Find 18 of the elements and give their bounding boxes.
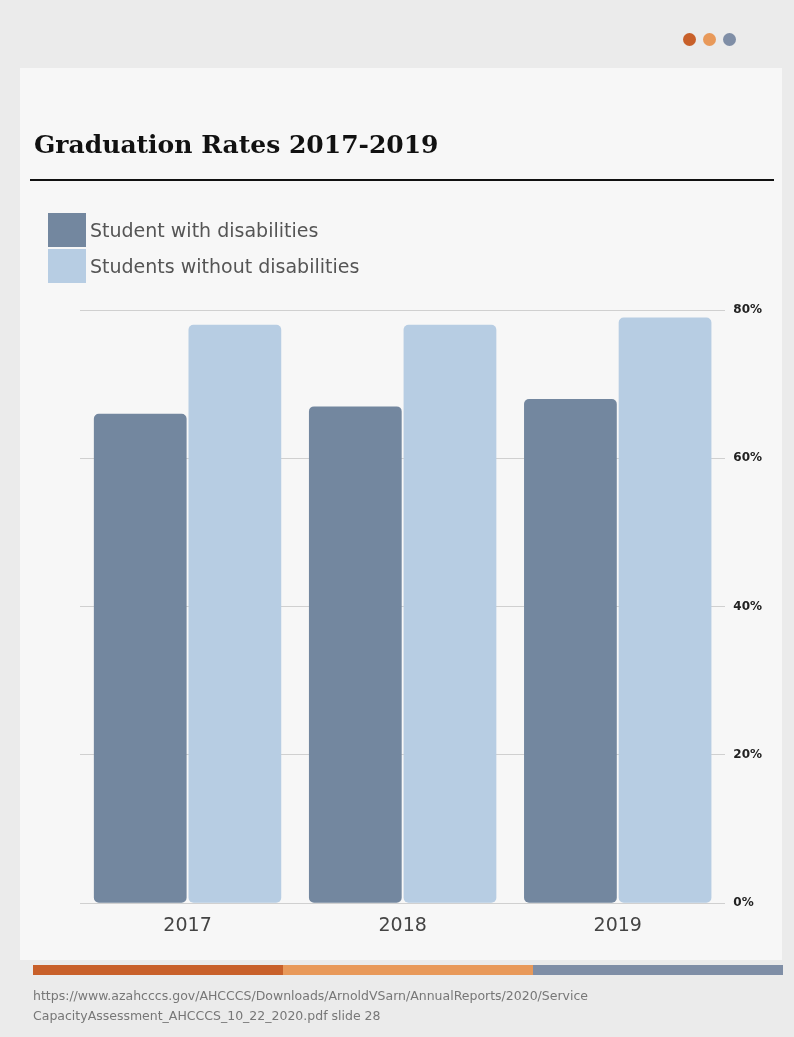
- y-tick-label: 80%: [733, 302, 763, 317]
- bar: [308, 406, 402, 903]
- text: https://www.azahcccs.gov/AHCCCS/Downloads/ArnoldVSarn/AnnualReports/2020/ServiceCapacityAssessment_AHCCCS_10_22_2020.pdf slide 28: [33, 987, 590, 1025]
- y-tick-label: 20%: [733, 747, 763, 762]
- bar: [188, 324, 282, 903]
- legend-label: Students without disabilities: [90, 255, 360, 277]
- y-tick-label: 60%: [733, 450, 763, 465]
- x-tick-label: 2019: [593, 912, 642, 935]
- chart-title: Graduation Rates 2017-2019: [34, 130, 439, 159]
- bar: [524, 398, 617, 903]
- bar: [403, 324, 497, 903]
- y-tick-label: 0%: [733, 895, 754, 910]
- bar: [93, 413, 187, 903]
- bar: [618, 317, 712, 903]
- x-tick-label: 2018: [378, 912, 427, 935]
- x-tick-label: 2017: [163, 912, 212, 935]
- legend-label: Student with disabilities: [90, 219, 319, 241]
- y-tick-label: 40%: [733, 598, 763, 613]
